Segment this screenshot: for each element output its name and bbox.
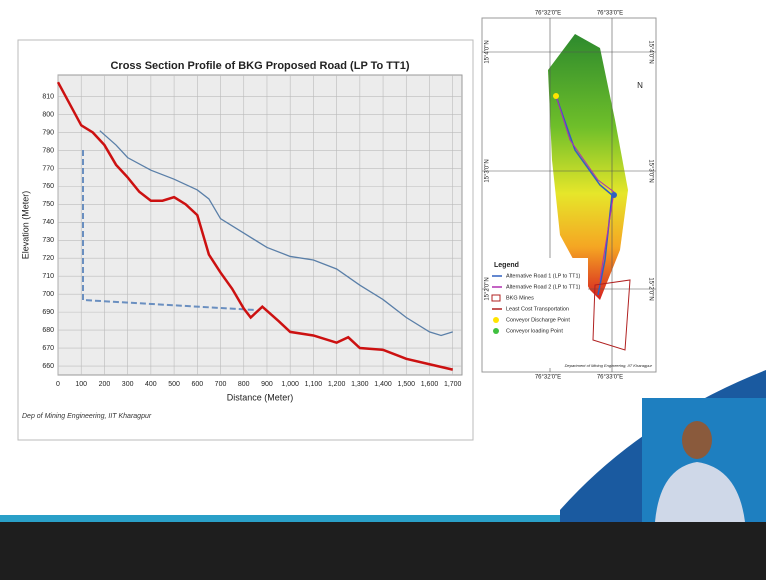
y-tick-label: 690: [42, 309, 54, 316]
map-lat-label: 15°3'0"N: [647, 159, 653, 182]
north-arrow: N: [637, 81, 643, 90]
y-tick-label: 800: [42, 111, 54, 118]
y-tick-label: 720: [42, 255, 54, 262]
chart-title: Cross Section Profile of BKG Proposed Ro…: [110, 60, 409, 72]
map-lon-label: 76°33'0"E: [597, 375, 623, 381]
x-tick-label: 400: [145, 381, 157, 388]
x-tick-label: 900: [261, 381, 273, 388]
bottom-bar: [0, 522, 766, 580]
x-tick-label: 1,700: [444, 381, 462, 388]
x-tick-label: 1,200: [328, 381, 346, 388]
y-tick-label: 680: [42, 327, 54, 334]
map-lon-label: 76°32'0"E: [535, 11, 561, 17]
map-credit: Department of Mining Engineering, IIT Kh…: [565, 363, 653, 368]
x-tick-label: 300: [122, 381, 134, 388]
x-tick-label: 1,600: [421, 381, 439, 388]
map-lat-label: 15°4'0"N: [485, 40, 491, 63]
y-tick-label: 740: [42, 219, 54, 226]
footnote: Dep of Mining Engineering, IIT Kharagpur: [22, 413, 152, 420]
legend-label: Conveyor Discharge Point: [506, 317, 570, 323]
map-lat-label: 15°2'0"N: [647, 277, 653, 300]
x-tick-label: 200: [99, 381, 111, 388]
x-tick-label: 100: [75, 381, 87, 388]
x-tick-label: 600: [191, 381, 203, 388]
y-tick-label: 660: [42, 363, 54, 370]
chart: Cross Section Profile of BKG Proposed Ro…: [20, 60, 462, 420]
legend-label: Least Cost Transportation: [506, 306, 569, 312]
x-tick-label: 1,000: [281, 381, 299, 388]
x-tick-label: 500: [168, 381, 180, 388]
legend-title: Legend: [494, 262, 519, 269]
y-tick-label: 790: [42, 129, 54, 136]
y-axis-label: Elevation (Meter): [20, 191, 30, 260]
slide: Cross Section Profile of BKG Proposed Ro…: [0, 0, 766, 580]
legend-symbol: [493, 328, 499, 334]
loading-point: [611, 192, 617, 198]
map: 76°32'0"E 76°32'0"E 76°33'0"E 76°33'0"E 15°4…: [482, 11, 656, 381]
map-lat-label: 15°2'0"N: [485, 277, 491, 300]
legend-label: Alternative Road 1 (LP to TT1): [506, 273, 581, 279]
presenter-head: [682, 421, 712, 459]
legend-label: Alternative Road 2 (LP to TT1): [506, 284, 581, 290]
x-tick-label: 800: [238, 381, 250, 388]
y-tick-label: 770: [42, 165, 54, 172]
map-lon-label: 76°32'0"E: [535, 375, 561, 381]
map-lon-label: 76°33'0"E: [597, 11, 623, 17]
y-tick-label: 670: [42, 345, 54, 352]
legend-label: Conveyor loading Point: [506, 328, 563, 334]
y-tick-label: 710: [42, 273, 54, 280]
video-inset: [642, 398, 766, 522]
y-tick-label: 780: [42, 147, 54, 154]
legend-symbol: [493, 317, 499, 323]
legend-label: BKG Mines: [506, 295, 534, 301]
y-tick-label: 760: [42, 183, 54, 190]
x-tick-label: 0: [56, 381, 60, 388]
x-axis-label: Distance (Meter): [227, 392, 294, 402]
discharge-point: [553, 93, 559, 99]
y-tick-label: 730: [42, 237, 54, 244]
x-tick-label: 1,500: [398, 381, 416, 388]
y-tick-label: 810: [42, 93, 54, 100]
x-tick-label: 1,100: [305, 381, 323, 388]
x-tick-label: 1,300: [351, 381, 369, 388]
map-lat-label: 15°3'0"N: [485, 159, 491, 182]
x-tick-label: 1,400: [374, 381, 392, 388]
y-tick-label: 700: [42, 291, 54, 298]
y-tick-label: 750: [42, 201, 54, 208]
map-lat-label: 15°4'0"N: [647, 40, 653, 63]
x-tick-label: 700: [215, 381, 227, 388]
